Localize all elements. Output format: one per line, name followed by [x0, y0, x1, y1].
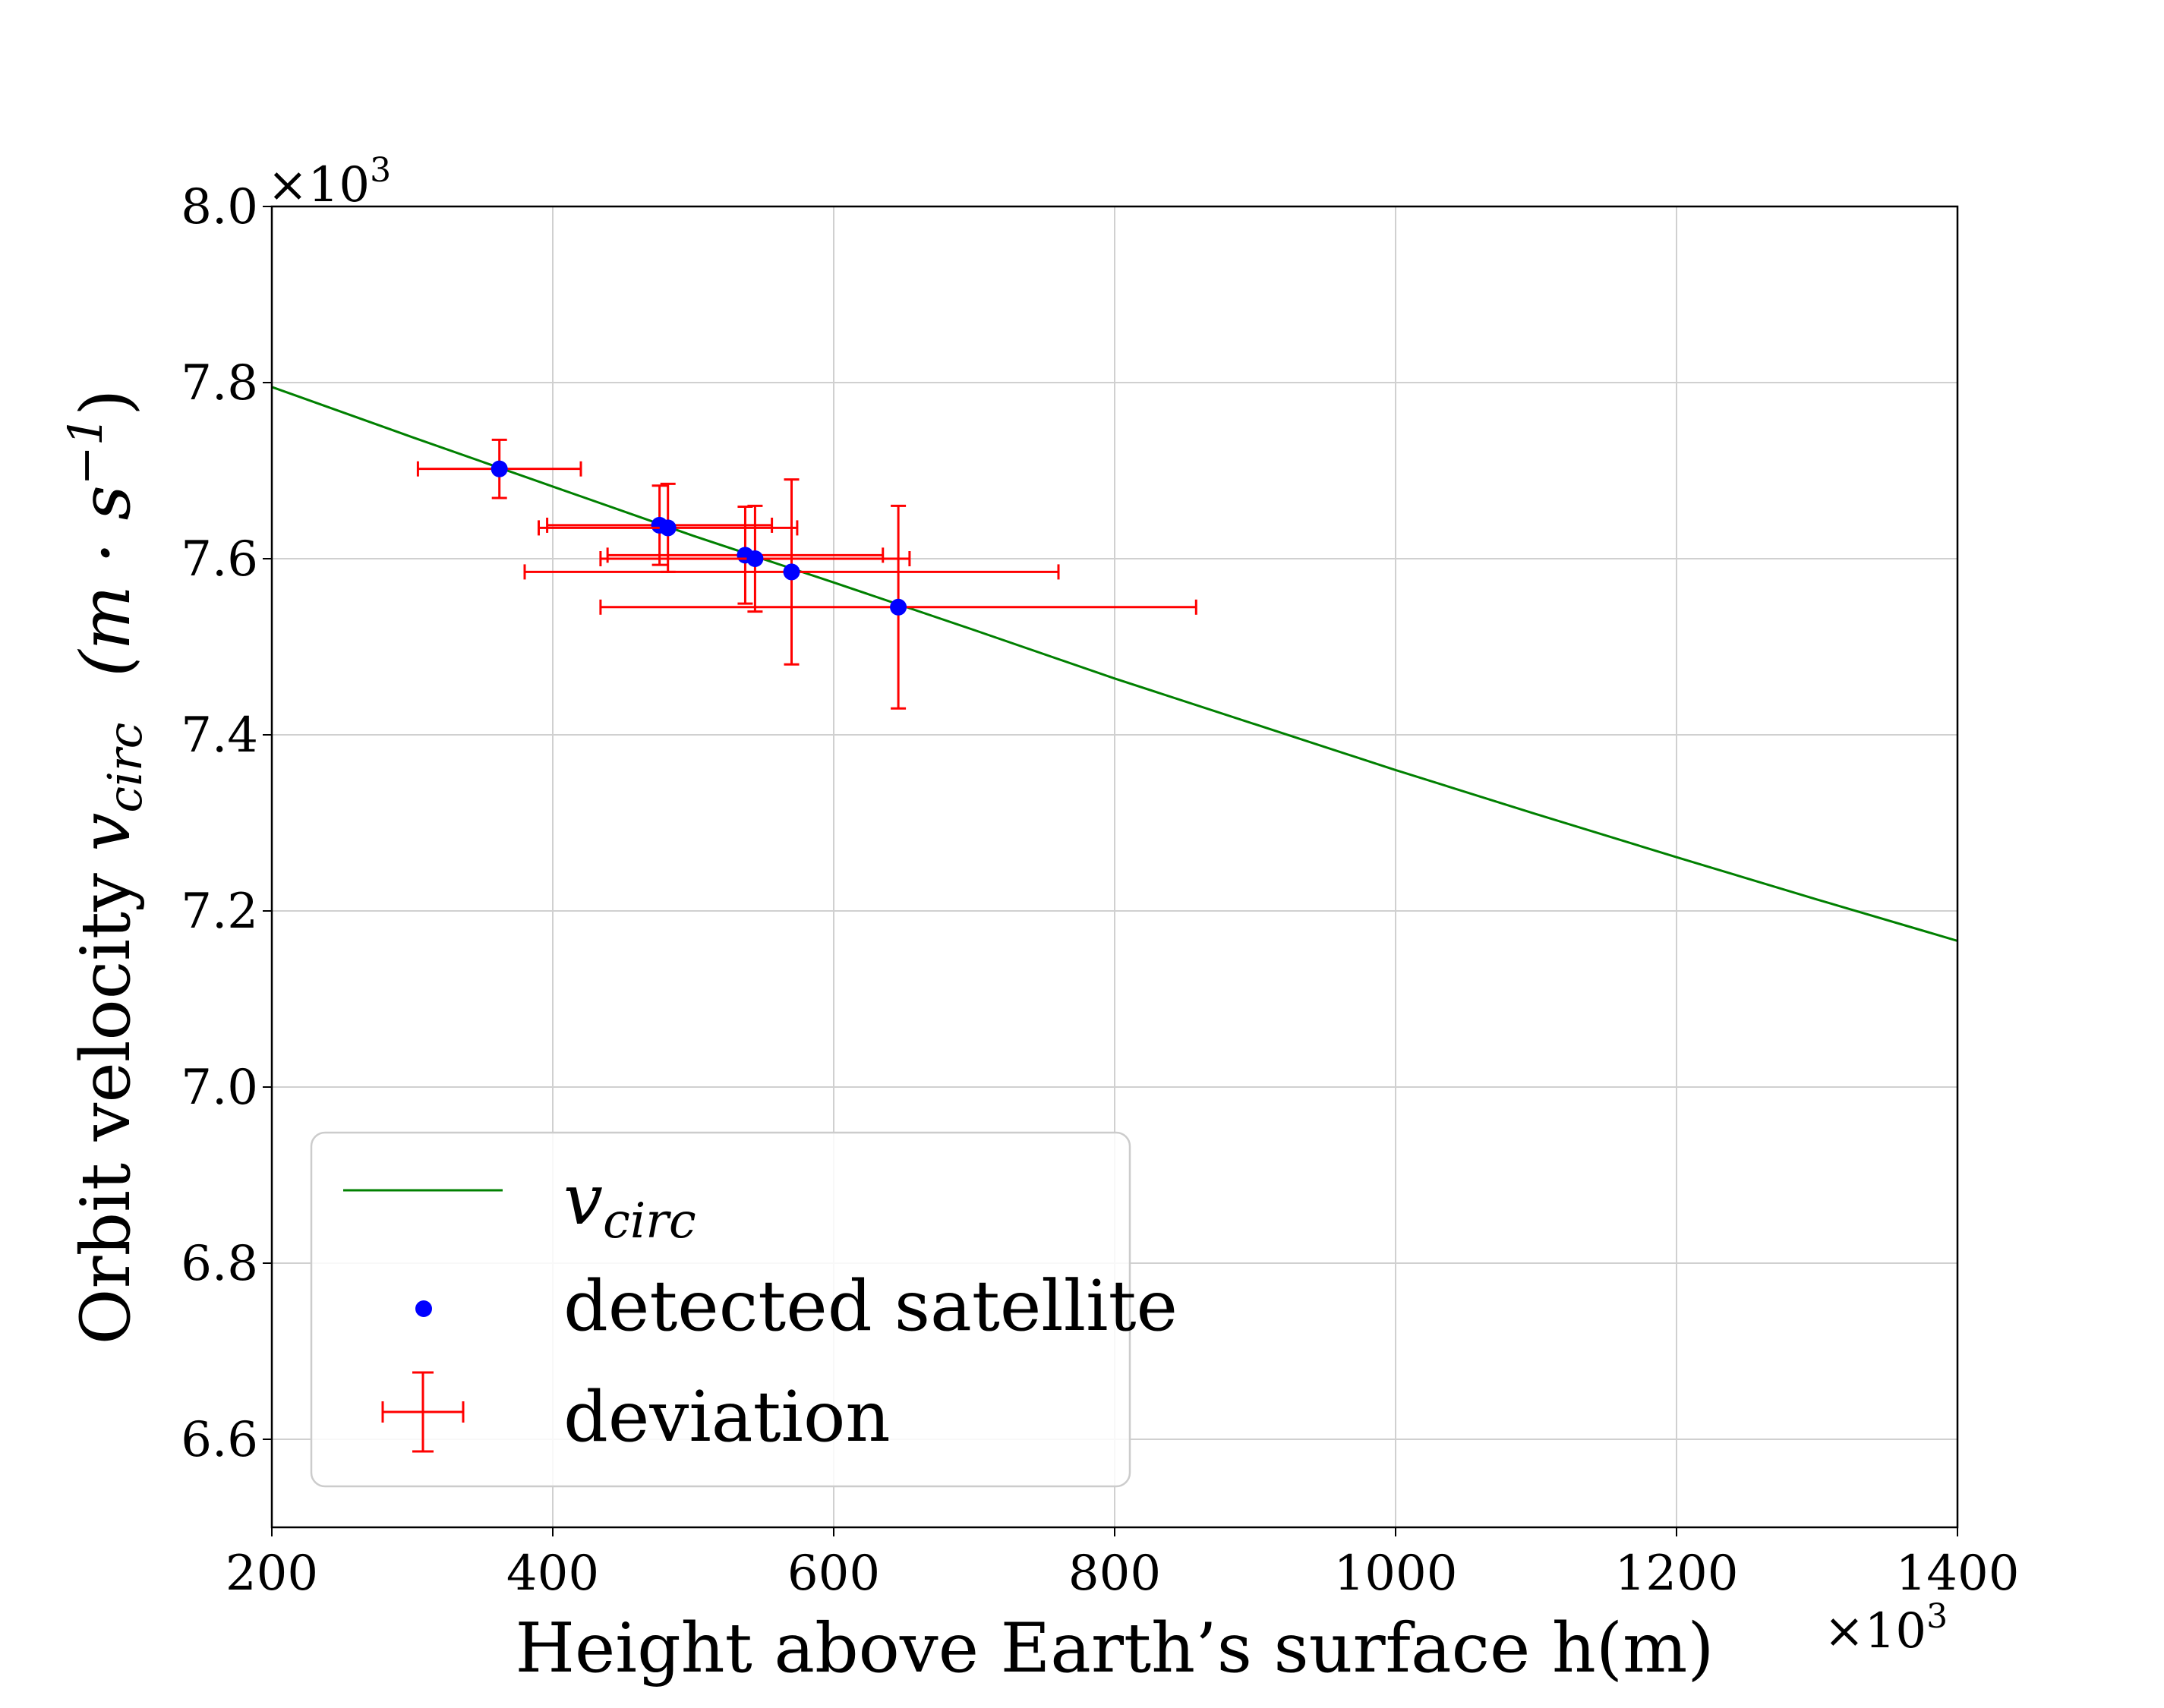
legend-label-deviation: deviation	[563, 1376, 891, 1457]
data-point-group	[599, 504, 911, 613]
x-tick-label: 400	[506, 1546, 599, 1602]
satellite-marker	[783, 563, 800, 581]
vcirc-line	[271, 386, 1958, 942]
x-tick-label: 1400	[1896, 1546, 2020, 1602]
plot-content	[271, 386, 1958, 942]
y-tick-label: 7.4	[181, 707, 258, 764]
grid	[271, 206, 1958, 1527]
y-tick-label: 6.6	[181, 1412, 258, 1468]
tick-labels: 200 400 600 800 1000 1200 1400 6.6 6.8 7.0 7.2 7.4 7…	[181, 179, 2019, 1602]
y-tick-label: 7.0	[181, 1060, 258, 1116]
data-point-group	[599, 504, 1197, 710]
x-axis-multiplier: ×103	[1824, 1597, 1948, 1659]
y-tick-label: 7.6	[181, 531, 258, 588]
legend-label-vcirc: vcirc	[563, 1159, 696, 1249]
y-tick-label: 8.0	[181, 179, 258, 235]
x-tick-label: 200	[226, 1546, 318, 1602]
legend: vcirc detected satellite deviation	[310, 1131, 1178, 1488]
y-tick-label: 7.8	[181, 355, 258, 411]
satellite-marker	[659, 519, 677, 537]
y-axis-multiplier: ×103	[267, 151, 391, 213]
legend-label-detected-satellite: detected satellite	[563, 1265, 1178, 1347]
data-point-group	[523, 478, 1060, 666]
x-tick-label: 600	[787, 1546, 880, 1602]
y-tick-label: 7.2	[181, 884, 258, 940]
legend-marker-swatch	[415, 1300, 432, 1317]
legend-errorbar-swatch	[381, 1371, 465, 1453]
y-axis-label: Orbit velocity vcirc(m · s−1)	[58, 389, 153, 1345]
data-point-group	[416, 438, 582, 499]
x-tick-label: 1200	[1615, 1546, 1739, 1602]
ticks	[263, 206, 1958, 1536]
x-tick-label: 800	[1068, 1546, 1161, 1602]
x-tick-label: 1000	[1334, 1546, 1458, 1602]
legend-frame	[310, 1131, 1131, 1488]
satellite-marker	[890, 598, 907, 616]
y-tick-label: 6.8	[181, 1236, 258, 1292]
x-axis-label: Height above Earth’s surface h(m)	[516, 1609, 1714, 1688]
satellite-marker	[491, 460, 508, 477]
data-point-group	[606, 506, 885, 605]
satellite-marker	[746, 550, 764, 567]
